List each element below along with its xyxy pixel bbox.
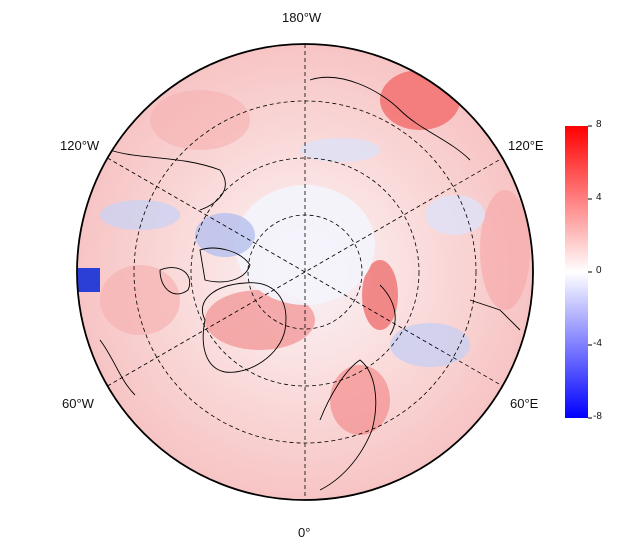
- label-0: 0°: [298, 525, 311, 540]
- colorbar-tick-label: 4: [596, 192, 602, 203]
- colorbar-tick-label: -8: [593, 411, 602, 422]
- colorbar: [565, 126, 588, 418]
- colorbar-tick-label: -4: [593, 338, 602, 349]
- label-120w: 120°W: [60, 138, 100, 153]
- map-border: [76, 43, 534, 501]
- colorbar-tick-label: 8: [596, 119, 602, 130]
- label-60e: 60°E: [510, 396, 539, 411]
- colorbar-tick-label: 0: [596, 265, 602, 276]
- label-180w: 180°W: [282, 10, 322, 25]
- colorbar-ticks: [588, 125, 592, 419]
- coastlines: [99, 76, 521, 491]
- label-120e: 120°E: [508, 138, 544, 153]
- graticule: [107, 44, 503, 500]
- label-60w: 60°W: [62, 396, 94, 411]
